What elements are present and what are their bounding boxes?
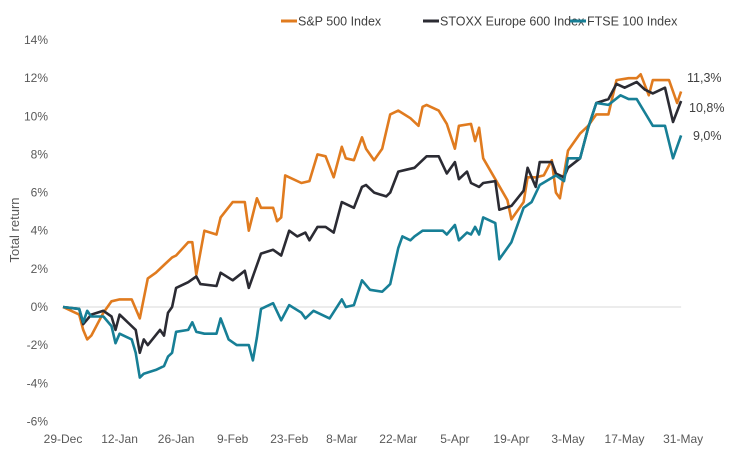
x-tick-label: 19-Apr (493, 432, 529, 446)
legend-label: STOXX Europe 600 Index (440, 15, 585, 29)
x-axis-ticks: 29-Dec 12-Jan 26-Jan 9-Feb 23-Feb 8-Mar 22-Mar… (44, 432, 703, 446)
end-value-label: 10,8% (689, 101, 724, 115)
x-tick-label: 9-Feb (217, 432, 249, 446)
legend-label: FTSE 100 Index (587, 15, 678, 29)
x-tick-label: 26-Jan (158, 432, 195, 446)
y-tick-label: -2% (27, 338, 49, 352)
x-tick-label: 5-Apr (440, 432, 469, 446)
x-tick-label: 22-Mar (379, 432, 417, 446)
end-value-label: 11,3% (687, 71, 722, 85)
series-lines (62, 73, 683, 379)
x-tick-label: 31-May (663, 432, 703, 446)
series-line-2 (62, 94, 683, 379)
end-labels: 11,3% 10,8% 9,0% (687, 71, 724, 143)
y-axis-ticks: 14% 12% 10% 8% 6% 4% 2% 0% -2% -4% -6% (24, 33, 48, 428)
y-tick-label: 4% (31, 224, 49, 238)
x-tick-label: 29-Dec (44, 432, 83, 446)
x-tick-label: 17-May (605, 432, 645, 446)
y-axis-title: Total return (7, 197, 22, 262)
y-tick-label: -6% (27, 414, 49, 428)
x-tick-label: 8-Mar (326, 432, 357, 446)
y-tick-label: 10% (24, 109, 48, 123)
legend-label: S&P 500 Index (298, 15, 382, 29)
x-tick-label: 3-May (551, 432, 584, 446)
y-tick-label: 6% (31, 186, 49, 200)
series-line-1 (62, 80, 683, 355)
y-tick-label: 8% (31, 147, 49, 161)
end-value-label: 9,0% (693, 129, 722, 143)
y-tick-label: 2% (31, 262, 49, 276)
series-line-0 (62, 73, 683, 341)
legend: S&P 500 Index STOXX Europe 600 Index FTSE … (281, 15, 678, 29)
legend-item: S&P 500 Index (281, 15, 382, 29)
y-tick-label: -4% (27, 376, 49, 390)
legend-item: STOXX Europe 600 Index (423, 15, 585, 29)
legend-item: FTSE 100 Index (570, 15, 678, 29)
x-tick-label: 12-Jan (101, 432, 138, 446)
y-tick-label: 12% (24, 71, 48, 85)
x-tick-label: 23-Feb (270, 432, 308, 446)
y-tick-label: 14% (24, 33, 48, 47)
y-tick-label: 0% (31, 300, 49, 314)
